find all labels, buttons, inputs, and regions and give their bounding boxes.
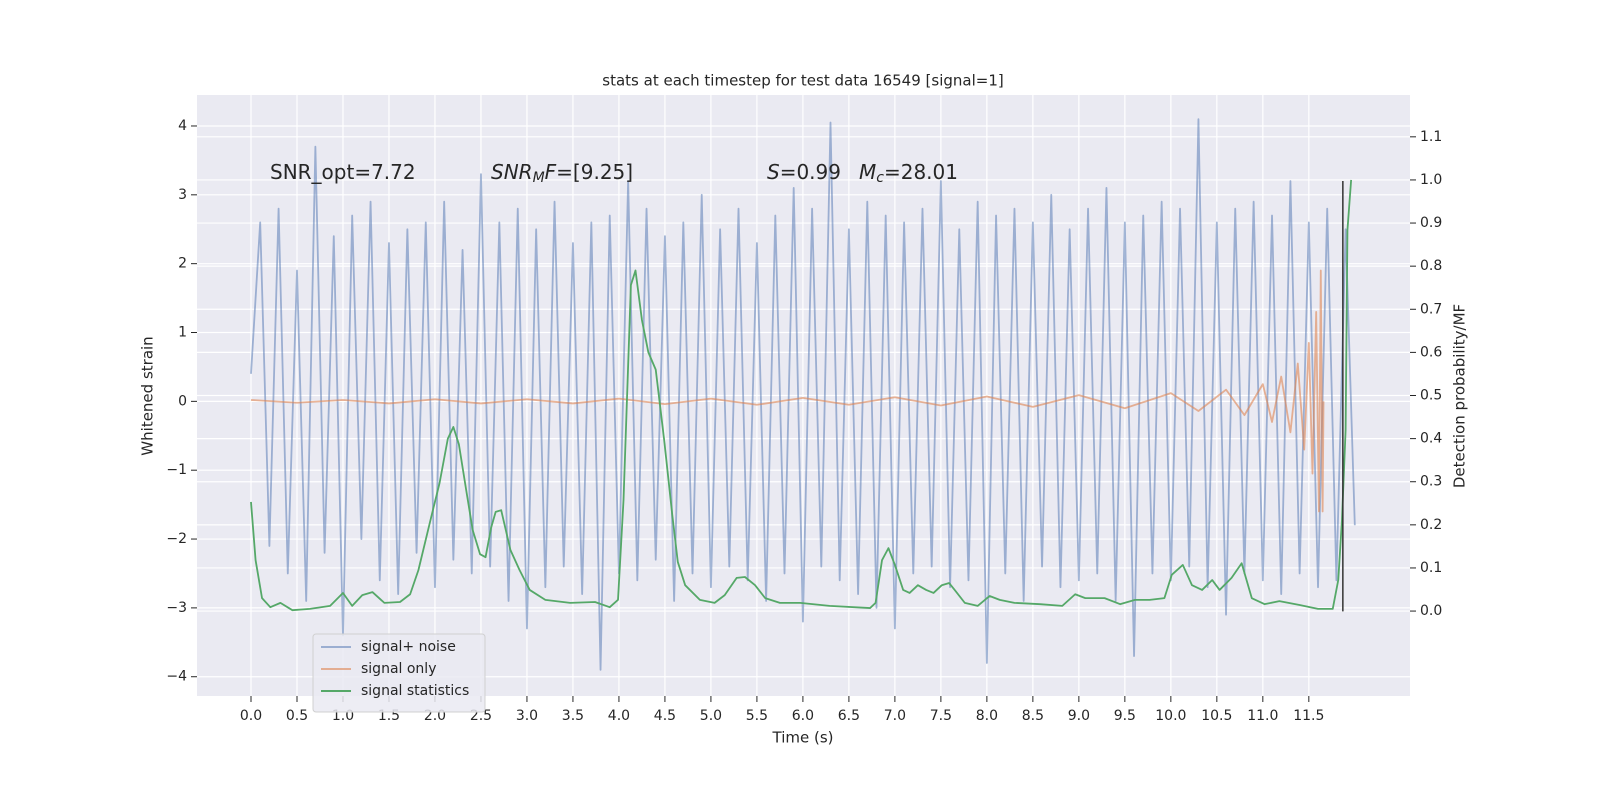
x-tick-label: 0.0	[240, 708, 262, 724]
x-tick-label: 3.0	[516, 708, 538, 724]
annotation-part: F	[545, 160, 557, 184]
annotation-part: M	[533, 170, 545, 186]
y2-tick-label: 0.2	[1420, 517, 1442, 533]
chart-title: stats at each timestep for test data 165…	[602, 72, 1003, 90]
y-tick-label: −2	[166, 531, 187, 547]
legend-label: signal+ noise	[361, 639, 456, 655]
y-tick-label: −1	[166, 462, 187, 478]
x-tick-label: 9.0	[1068, 708, 1090, 724]
x-tick-label: 4.5	[654, 708, 676, 724]
x-tick-label: 5.5	[746, 708, 768, 724]
x-tick-label: 0.5	[286, 708, 308, 724]
x-tick-label: 7.0	[884, 708, 906, 724]
annotation: SNRMF=[9.25]	[491, 160, 633, 187]
x-tick-label: 6.0	[792, 708, 814, 724]
y-tick-label: −3	[166, 600, 187, 616]
y2-tick-label: 0.5	[1420, 388, 1442, 404]
legend-box	[312, 633, 486, 713]
annotation: S=0.99	[767, 160, 841, 184]
annotation-part: M	[859, 160, 876, 184]
series-line	[250, 269, 1325, 513]
x-tick-label: 4.0	[608, 708, 630, 724]
x-tick-label: 3.5	[562, 708, 584, 724]
annotation: Mc=28.01	[859, 160, 958, 187]
x-tick-label: 6.5	[838, 708, 860, 724]
series-line	[250, 179, 1353, 612]
x-tick-label: 11.5	[1293, 708, 1324, 724]
y2-tick-label: 0.1	[1420, 560, 1442, 576]
y2-tick-label: 0.7	[1420, 301, 1442, 317]
annotation-part: S	[767, 160, 780, 184]
x-tick-label: 11.0	[1247, 708, 1278, 724]
y2-tick-label: 1.1	[1420, 129, 1442, 145]
y2-tick-label: 1.0	[1420, 172, 1442, 188]
annotation: SNR_opt=7.72	[270, 160, 416, 184]
x-tick-label: 8.0	[976, 708, 998, 724]
y2-axis-label: Detection probability/MF	[1451, 304, 1469, 488]
y-tick-label: 1	[178, 325, 187, 341]
x-tick-label: 5.0	[700, 708, 722, 724]
y2-tick-label: 0.8	[1420, 258, 1442, 274]
legend-label: signal statistics	[361, 683, 469, 699]
x-tick-label: 8.5	[1022, 708, 1044, 724]
annotation-part: =28.01	[884, 160, 958, 184]
annotation-part: c	[876, 170, 884, 186]
x-tick-label: 9.5	[1114, 708, 1136, 724]
x-axis-label: Time (s)	[772, 729, 834, 747]
x-tick-label: 10.0	[1155, 708, 1186, 724]
y-tick-label: 2	[178, 256, 187, 272]
y2-tick-label: 0.4	[1420, 431, 1442, 447]
y2-tick-label: 0.0	[1420, 603, 1442, 619]
y2-tick-label: 0.9	[1420, 215, 1442, 231]
annotation-part: =[9.25]	[556, 160, 633, 184]
x-tick-label: 7.5	[930, 708, 952, 724]
annotation-part: SNR	[491, 160, 533, 184]
y2-tick-label: 0.6	[1420, 344, 1442, 360]
annotation-part: SNR_opt=7.72	[270, 160, 416, 184]
y-axis-label: Whitened strain	[139, 336, 157, 455]
y-tick-label: −4	[166, 669, 187, 685]
y-tick-label: 3	[178, 187, 187, 203]
annotation-part: =0.99	[780, 160, 841, 184]
legend-label: signal only	[361, 661, 436, 677]
y2-tick-label: 0.3	[1420, 474, 1442, 490]
y-tick-label: 4	[178, 118, 187, 134]
x-tick-label: 10.5	[1201, 708, 1232, 724]
y-tick-label: 0	[178, 393, 187, 409]
